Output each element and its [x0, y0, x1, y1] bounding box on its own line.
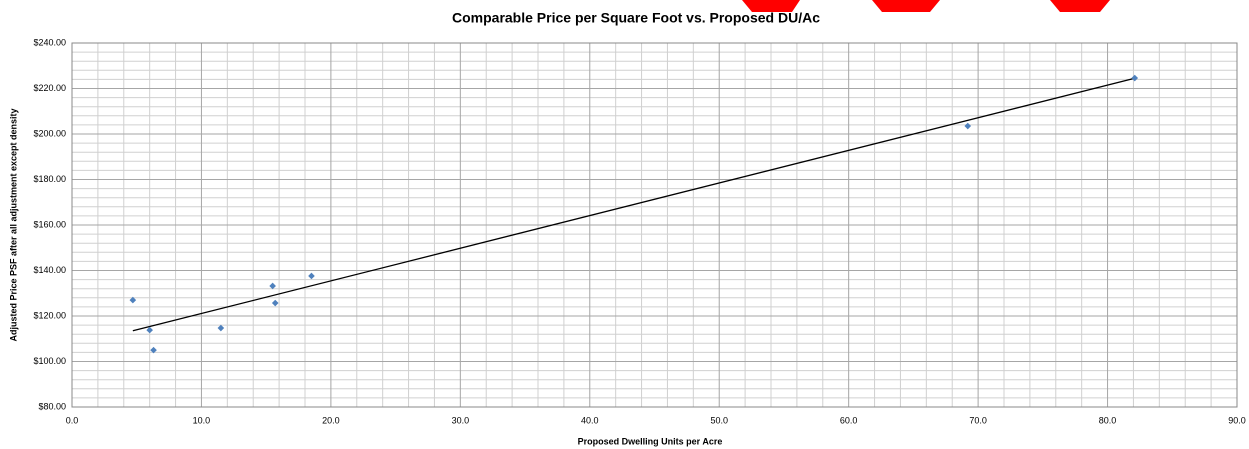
y-tick-label: $100.00	[33, 356, 66, 366]
point	[150, 346, 157, 354]
x-tick-label: 20.0	[322, 415, 340, 425]
x-tick-label: 40.0	[581, 415, 599, 425]
y-tick-label: $220.00	[33, 83, 66, 93]
point	[269, 282, 276, 290]
point	[146, 326, 153, 334]
y-tick-label: $140.00	[33, 265, 66, 275]
trendline	[132, 77, 1135, 332]
y-tick-label: $240.00	[33, 37, 66, 47]
y-tick-label: $160.00	[33, 219, 66, 229]
decoration	[742, 0, 800, 12]
point	[129, 296, 137, 304]
decoration	[872, 0, 940, 12]
x-tick-label: 50.0	[710, 415, 728, 425]
x-tick-label: 80.0	[1099, 415, 1117, 425]
x-tick-label: 70.0	[969, 415, 987, 425]
point	[1131, 74, 1139, 82]
x-axis-title: Proposed Dwelling Units per Acre	[578, 436, 723, 446]
y-tick-label: $200.00	[33, 128, 66, 138]
plot-border	[71, 42, 1238, 408]
x-tick-label: 90.0	[1228, 415, 1246, 425]
y-tick-label: $80.00	[38, 401, 66, 411]
x-tick-label: 30.0	[452, 415, 470, 425]
point	[217, 324, 225, 332]
x-tick-label: 10.0	[193, 415, 211, 425]
point	[271, 299, 279, 307]
decoration	[1050, 0, 1110, 12]
point	[308, 272, 315, 280]
x-tick-label: 0.0	[66, 415, 79, 425]
y-tick-label: $180.00	[33, 174, 66, 184]
point	[964, 122, 972, 130]
x-tick-label: 60.0	[840, 415, 858, 425]
y-axis-title: Adjusted Price PSF after all adjustment …	[8, 108, 18, 341]
chart-title: Comparable Price per Square Foot vs. Pro…	[452, 10, 820, 26]
y-tick-label: $120.00	[33, 310, 66, 320]
